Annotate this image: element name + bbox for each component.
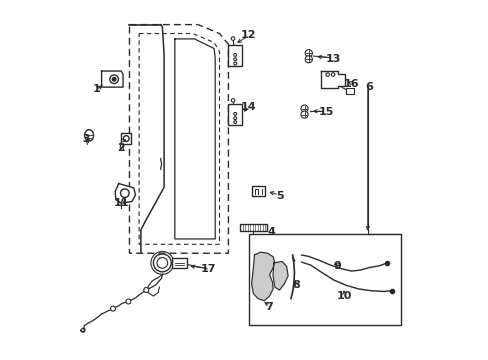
Text: 4: 4 <box>267 227 275 237</box>
Circle shape <box>300 105 307 112</box>
Text: 6: 6 <box>365 82 373 92</box>
Text: 16: 16 <box>343 78 359 89</box>
Bar <box>121 133 131 144</box>
Bar <box>228 45 242 66</box>
Bar <box>248 234 400 325</box>
Text: 11: 11 <box>113 198 129 208</box>
Text: 13: 13 <box>325 54 341 64</box>
Circle shape <box>231 99 234 102</box>
Text: 15: 15 <box>318 107 334 117</box>
Circle shape <box>110 306 115 311</box>
Text: 5: 5 <box>276 191 284 201</box>
Circle shape <box>305 50 312 57</box>
Circle shape <box>123 136 129 141</box>
Polygon shape <box>102 71 123 87</box>
Text: 10: 10 <box>336 291 351 301</box>
Text: 9: 9 <box>333 261 341 271</box>
Circle shape <box>300 111 307 118</box>
Circle shape <box>231 37 234 40</box>
Circle shape <box>305 56 312 63</box>
Circle shape <box>143 288 148 293</box>
Bar <box>346 88 353 94</box>
Polygon shape <box>272 261 287 290</box>
Bar <box>172 257 186 267</box>
Text: 12: 12 <box>240 30 255 40</box>
Text: 8: 8 <box>292 280 300 291</box>
Polygon shape <box>321 71 345 88</box>
Text: 2: 2 <box>117 143 125 153</box>
Circle shape <box>112 77 116 81</box>
Circle shape <box>121 189 129 198</box>
Bar <box>240 224 266 231</box>
Text: 7: 7 <box>265 302 273 312</box>
Circle shape <box>157 257 167 268</box>
Polygon shape <box>251 252 274 301</box>
Text: 1: 1 <box>92 84 100 94</box>
Bar <box>228 104 242 125</box>
Bar <box>251 186 264 196</box>
Polygon shape <box>115 184 135 203</box>
Text: 3: 3 <box>82 134 90 144</box>
Text: 14: 14 <box>240 102 255 112</box>
Circle shape <box>125 299 131 304</box>
Circle shape <box>153 254 171 272</box>
Text: 17: 17 <box>201 264 216 274</box>
Circle shape <box>110 75 118 84</box>
